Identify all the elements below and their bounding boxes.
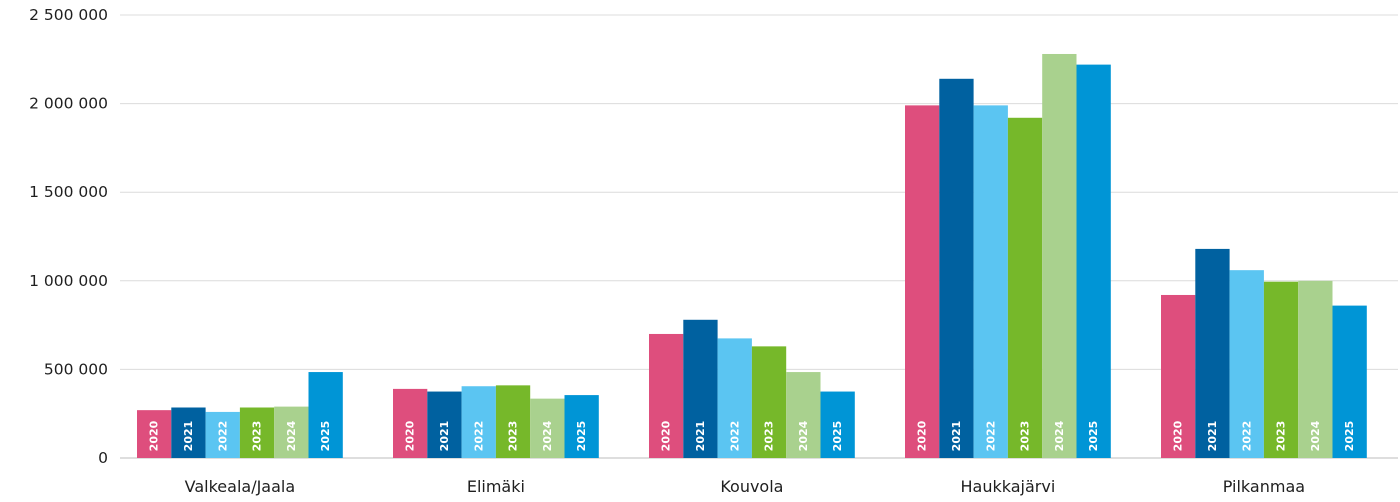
bar-year-label: 2025 xyxy=(319,421,332,452)
bar-year-label: 2022 xyxy=(216,421,229,452)
y-tick-label: 500 000 xyxy=(44,360,108,378)
bar-year-label: 2020 xyxy=(404,420,417,451)
bar-year-label: 2022 xyxy=(472,421,485,452)
bar-year-label: 2024 xyxy=(797,420,810,451)
category-label: Pilkanmaa xyxy=(1223,477,1305,496)
x-axis-category-labels: Valkeala/Jaala Elimäki Kouvola Haukkajärvi P… xyxy=(185,477,1305,496)
bar-year-label: 2024 xyxy=(1053,420,1066,451)
bar-2023 xyxy=(1008,118,1042,458)
bar-year-label: 2021 xyxy=(1206,421,1219,452)
bar-2020 xyxy=(905,105,939,458)
bar-year-label: 2022 xyxy=(1240,421,1253,452)
bar-year-label: 2020 xyxy=(1172,420,1185,451)
bars xyxy=(137,54,1367,458)
bar-year-label: 2021 xyxy=(694,421,707,452)
y-tick-label: 1 000 000 xyxy=(29,272,108,290)
bar-year-label: 2024 xyxy=(285,420,298,451)
y-tick-label: 2 500 000 xyxy=(29,6,108,24)
category-label: Kouvola xyxy=(720,477,783,496)
bar-year-label: 2020 xyxy=(148,420,161,451)
bar-year-label: 2022 xyxy=(728,421,741,452)
bar-year-label: 2022 xyxy=(984,421,997,452)
bar-year-label: 2021 xyxy=(438,421,451,452)
bar-2021 xyxy=(939,79,973,458)
bar-year-label: 2023 xyxy=(763,421,776,452)
bar-year-label: 2024 xyxy=(541,420,554,451)
y-axis-ticks: 0 500 000 1 000 000 1 500 000 2 000 000 2 500… xyxy=(29,6,108,467)
bar-year-label: 2023 xyxy=(507,421,520,452)
bar-year-label: 2021 xyxy=(182,421,195,452)
bar-year-label: 2023 xyxy=(1019,421,1032,452)
y-tick-label: 0 xyxy=(98,449,108,467)
y-tick-label: 2 000 000 xyxy=(29,95,108,113)
bar-year-label: 2023 xyxy=(1275,421,1288,452)
bar-year-label: 2023 xyxy=(251,421,264,452)
bar-year-label: 2025 xyxy=(1087,421,1100,452)
bar-year-label: 2020 xyxy=(916,420,929,451)
y-tick-label: 1 500 000 xyxy=(29,183,108,201)
bar-year-label: 2020 xyxy=(660,420,673,451)
bar-year-label: 2025 xyxy=(831,421,844,452)
bar-2022 xyxy=(974,105,1008,458)
bar-year-label: 2021 xyxy=(950,421,963,452)
category-label: Elimäki xyxy=(467,477,525,496)
bar-2025 xyxy=(1077,65,1111,458)
bar-year-label: 2024 xyxy=(1309,420,1322,451)
bar-year-label: 2025 xyxy=(575,421,588,452)
bar-year-label: 2025 xyxy=(1343,421,1356,452)
category-label: Haukkajärvi xyxy=(961,477,1056,496)
bar-2024 xyxy=(1042,54,1076,458)
category-label: Valkeala/Jaala xyxy=(185,477,296,496)
